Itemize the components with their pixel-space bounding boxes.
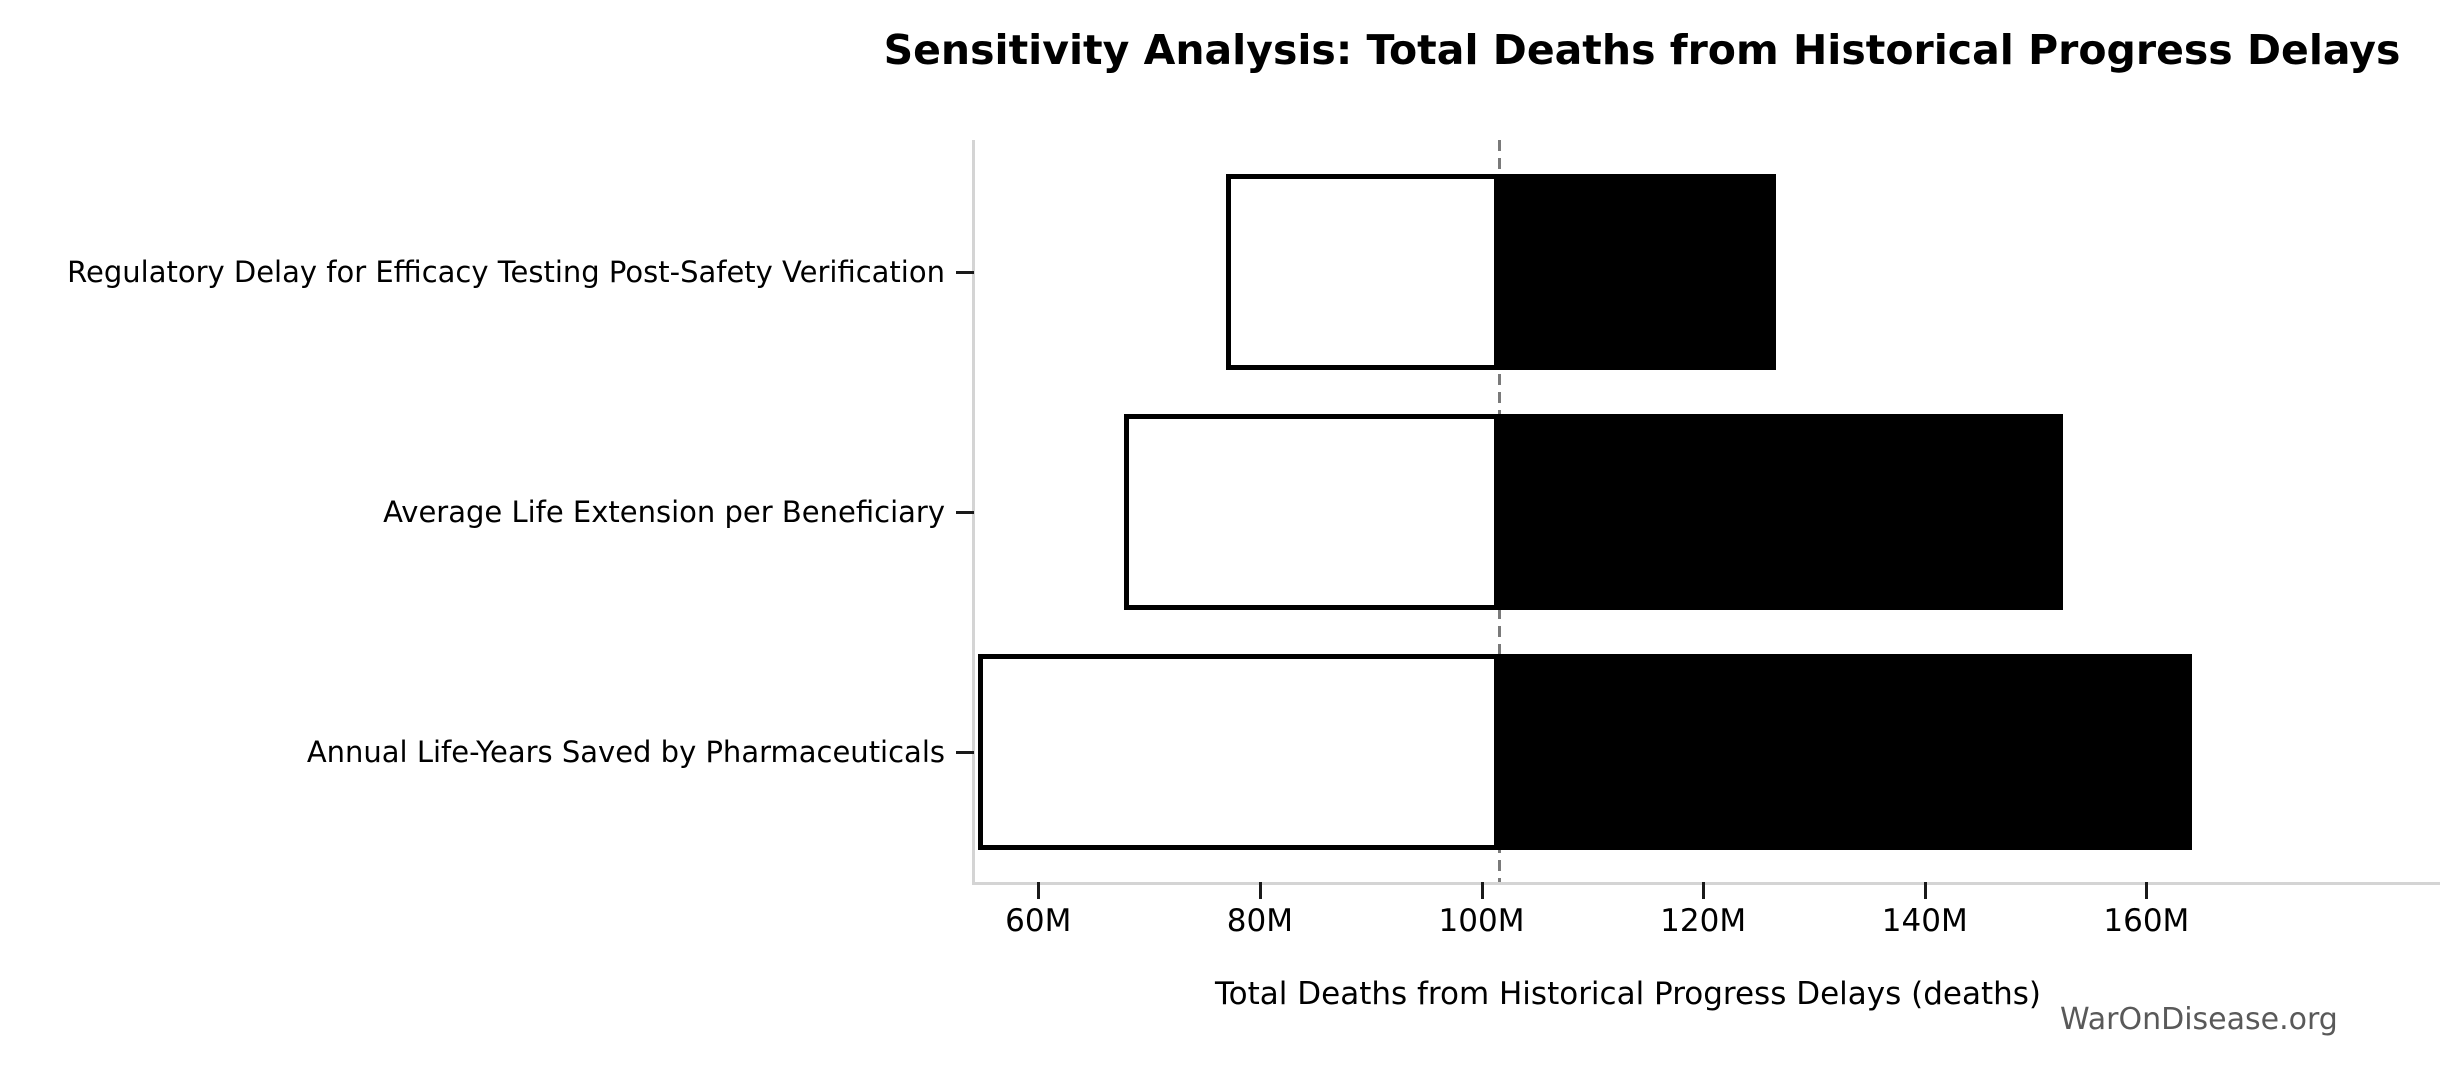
- y-tick-mark: [956, 511, 974, 514]
- x-tick-label: 140M: [1881, 903, 1968, 939]
- category-label: Average Life Extension per Beneficiary: [383, 495, 945, 529]
- chart-title: Sensitivity Analysis: Total Deaths from …: [883, 26, 2401, 74]
- x-tick-label: 80M: [1226, 903, 1293, 939]
- x-tick-label: 60M: [1005, 903, 1072, 939]
- x-tick-mark: [1258, 882, 1262, 899]
- bar-high-segment: [1499, 414, 2064, 610]
- watermark: WarOnDisease.org: [2060, 1002, 2338, 1037]
- bar-low-segment: [1123, 414, 1500, 610]
- x-tick-label: 100M: [1438, 903, 1525, 939]
- bar-low-segment: [1225, 174, 1500, 370]
- x-tick-mark: [1480, 882, 1484, 899]
- y-tick-mark: [956, 751, 974, 754]
- x-tick-mark: [1923, 882, 1927, 899]
- bar-high-segment: [1499, 654, 2192, 850]
- category-label: Annual Life-Years Saved by Pharmaceutica…: [306, 735, 945, 769]
- x-tick-label: 160M: [2103, 903, 2190, 939]
- y-tick-mark: [956, 271, 974, 274]
- category-label: Regulatory Delay for Efficacy Testing Po…: [67, 255, 945, 289]
- bar-low-segment: [978, 654, 1500, 850]
- x-tick-label: 120M: [1660, 903, 1747, 939]
- x-tick-mark: [1702, 882, 1706, 899]
- x-axis-label: Total Deaths from Historical Progress De…: [1215, 976, 2041, 1012]
- x-tick-mark: [1037, 882, 1041, 899]
- bottom-axis-spine: [972, 882, 2440, 885]
- x-tick-mark: [2145, 882, 2149, 899]
- bar-high-segment: [1499, 174, 1777, 370]
